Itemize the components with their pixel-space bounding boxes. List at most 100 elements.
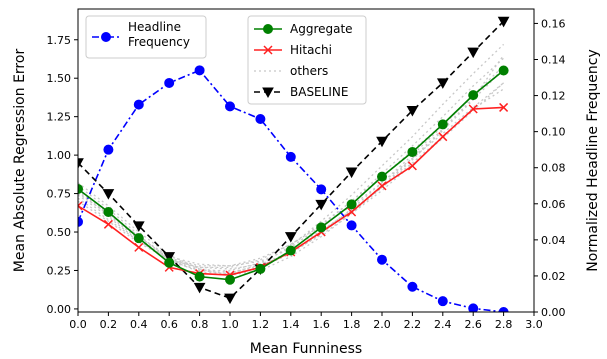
x-tick-label-7: 1.4	[282, 318, 300, 331]
hitachi-point-0	[78, 201, 83, 211]
plot-area	[78, 16, 510, 312]
y-left-tick-label-0: 0.00	[47, 303, 72, 316]
aggregate-point-1	[103, 207, 114, 218]
y-right-tick-label-5: 0.10	[541, 126, 566, 139]
baseline-point-8	[315, 199, 328, 211]
y-left-tick-label-1: 0.25	[47, 264, 72, 277]
x-tick-label-13: 2.6	[464, 318, 482, 331]
y-left-tick-label-5: 1.25	[47, 111, 72, 124]
aggregate-point-3	[164, 257, 175, 268]
headline-frequency-point-12	[437, 296, 448, 307]
y-left-axis-label: Mean Absolute Regression Error	[12, 49, 28, 273]
x-tick-label-4: 0.8	[191, 318, 209, 331]
y-right-axis-label: Normalized Headline Frequency	[585, 49, 601, 272]
x-tick-label-8: 1.6	[312, 318, 330, 331]
hitachi-point-11	[407, 161, 417, 171]
legend-headline-label-0: Headline	[128, 20, 181, 34]
aggregate-point-6	[255, 263, 266, 274]
legend-sample-marker-baseline	[262, 87, 274, 99]
legend-models: Aggregate Hitachi others BASELINE	[247, 15, 367, 105]
legend-label-others: others	[290, 64, 328, 78]
aggregate-point-11	[407, 147, 418, 158]
baseline-point-5	[224, 293, 236, 305]
y-left-tick-label-6: 1.50	[47, 72, 72, 85]
x-tick-label-12: 2.4	[434, 318, 452, 331]
legend-sample-marker-aggregate	[263, 24, 273, 34]
aggregate-point-9	[346, 199, 357, 210]
headline-frequency-point-4	[194, 65, 205, 76]
baseline-point-13	[467, 47, 480, 59]
axes-layer: 0.0 0.2 0.4 0.6 0.8 1.0 1.2 1.4 1.6 1.8 2.0 2.2 2.4 2…	[12, 8, 601, 357]
legend-label-aggregate: Aggregate	[290, 22, 353, 36]
x-tick-label-0: 0.0	[69, 318, 87, 331]
y-left-tick-label-2: 0.50	[47, 226, 72, 239]
aggregate-point-7	[285, 245, 296, 256]
hitachi-point-1	[103, 219, 113, 229]
y-right-tick-label-2: 0.04	[541, 234, 566, 247]
aggregate-point-2	[133, 233, 144, 244]
legend-headline-box	[85, 15, 207, 59]
aggregate-point-8	[316, 222, 327, 233]
x-tick-label-9: 1.8	[343, 318, 361, 331]
legend-models-box	[247, 15, 367, 105]
x-tick-label-6: 1.2	[252, 318, 270, 331]
hitachi-point-13	[468, 104, 478, 114]
y-left-tick-label-7: 1.75	[47, 34, 72, 47]
aggregate-point-12	[437, 119, 448, 130]
headline-frequency-point-5	[225, 101, 235, 112]
headline-frequency-point-13	[468, 303, 479, 312]
x-tick-label-14: 2.8	[495, 318, 513, 331]
aggregate-point-0	[78, 183, 83, 194]
aggregate-point-4	[194, 271, 205, 282]
plot-frame	[77, 8, 535, 313]
baseline-point-11	[406, 106, 419, 117]
baseline-point-7	[284, 232, 297, 243]
x-tick-label-3: 0.6	[160, 318, 178, 331]
x-tick-label-5: 1.0	[221, 318, 239, 331]
legend-label-baseline: BASELINE	[290, 85, 348, 99]
hitachi-point-12	[438, 132, 448, 142]
aggregate-point-5	[225, 274, 235, 285]
y-left-tick-label-3: 0.75	[47, 188, 72, 201]
headline-frequency-point-6	[255, 114, 266, 125]
hitachi-point-9	[347, 207, 357, 217]
legend-label-hitachi: Hitachi	[290, 43, 332, 57]
headline-frequency-point-10	[377, 254, 387, 265]
headline-frequency-point-1	[103, 144, 114, 155]
headline-frequency-point-0	[78, 216, 83, 227]
headline-frequency-point-11	[407, 281, 418, 292]
series-aggregate	[78, 65, 509, 285]
hitachi-point-14	[499, 102, 509, 112]
x-tick-label-10: 2.0	[373, 318, 391, 331]
hitachi-point-2	[134, 242, 144, 252]
baseline-point-9	[345, 167, 358, 179]
headline-frequency-point-9	[346, 220, 357, 231]
headline-frequency-point-7	[285, 151, 296, 162]
series-headline-frequency	[78, 65, 509, 312]
baseline-point-4	[193, 282, 206, 294]
y-right-tick-label-6: 0.12	[541, 90, 566, 103]
y-right-tick-label-4: 0.08	[541, 162, 566, 175]
x-tick-label-15: 3.0	[525, 318, 543, 331]
headline-frequency-point-2	[133, 99, 144, 110]
x-tick-label-2: 0.4	[130, 318, 148, 331]
y-left-tick-label-4: 1.00	[47, 149, 72, 162]
x-tick-label-1: 0.2	[100, 318, 118, 331]
y-right-tick-label-8: 0.16	[541, 17, 566, 30]
headline-frequency-point-14	[498, 307, 509, 312]
aggregate-point-14	[498, 65, 509, 76]
baseline-point-3	[163, 252, 176, 263]
x-axis-label: Mean Funniness	[250, 341, 362, 357]
headline-frequency-point-3	[164, 77, 175, 88]
others-line-6	[78, 68, 505, 276]
aggregate-point-13	[468, 90, 479, 101]
y-right-tick-label-1: 0.02	[541, 270, 566, 283]
legend-headline-label-1: Frequency	[128, 35, 190, 49]
headline-frequency-point-8	[316, 184, 327, 195]
legend-sample-marker-headline-frequency	[101, 32, 111, 42]
baseline-point-12	[436, 78, 449, 89]
y-right-tick-label-7: 0.14	[541, 54, 566, 67]
